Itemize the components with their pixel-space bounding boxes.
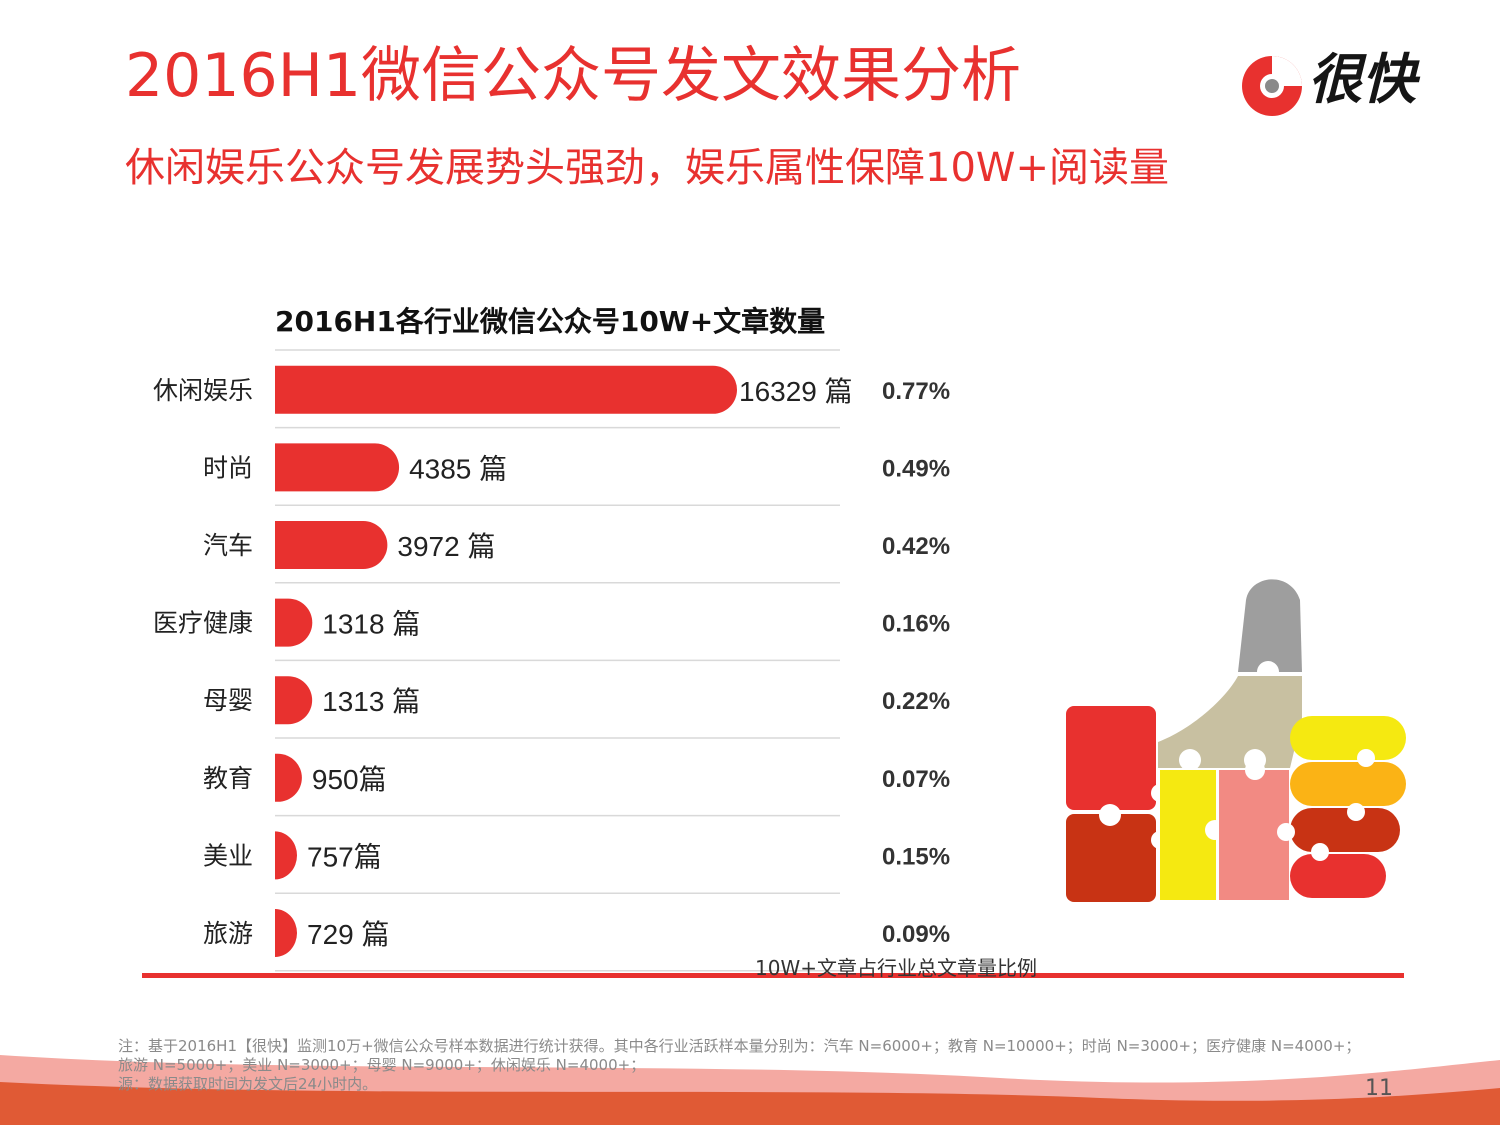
category-label: 教育 bbox=[203, 764, 253, 793]
percent-label: 0.22% bbox=[882, 688, 950, 715]
chart-baseline bbox=[142, 973, 1404, 978]
footnote-line-1: 注：基于2016H1【很快】监测10万+微信公众号样本数据进行统计获得。其中各行… bbox=[118, 1037, 1361, 1074]
footnote-line-2: 源：数据获取时间为发文后24小时内。 bbox=[118, 1075, 378, 1093]
percent-label: 0.49% bbox=[882, 455, 950, 482]
value-label: 757篇 bbox=[307, 841, 382, 872]
value-label: 16329 篇 bbox=[739, 376, 853, 407]
value-label: 4385 篇 bbox=[409, 453, 507, 484]
bar-7 bbox=[275, 909, 297, 957]
percent-label: 0.15% bbox=[882, 843, 950, 870]
percent-label: 0.42% bbox=[882, 533, 950, 560]
percent-label: 0.16% bbox=[882, 611, 950, 638]
value-label: 1313 篇 bbox=[322, 686, 420, 717]
bar-0 bbox=[275, 365, 737, 414]
page-number: 11 bbox=[1365, 1076, 1393, 1101]
thumbs-up-puzzle-icon bbox=[1066, 579, 1406, 902]
percent-label: 0.09% bbox=[882, 921, 950, 948]
category-label: 母婴 bbox=[203, 686, 253, 715]
value-label: 1318 篇 bbox=[322, 609, 420, 640]
category-label: 休闲娱乐 bbox=[153, 376, 253, 405]
chart-title: 2016H1各行业微信公众号10W+文章数量 bbox=[275, 305, 826, 338]
bar-2 bbox=[275, 521, 388, 569]
page-subtitle: 休闲娱乐公众号发展势头强劲，娱乐属性保障10W+阅读量 bbox=[125, 145, 1169, 191]
bar-6 bbox=[275, 831, 297, 880]
value-label: 950篇 bbox=[312, 764, 387, 795]
category-label: 旅游 bbox=[203, 919, 253, 948]
category-label: 汽车 bbox=[203, 531, 253, 560]
footer-waves bbox=[0, 1055, 1500, 1125]
page-title: 2016H1微信公众号发文效果分析 bbox=[125, 41, 1021, 111]
category-label: 医疗健康 bbox=[153, 609, 253, 638]
logo-text: 很快 bbox=[1308, 48, 1416, 111]
bar-4 bbox=[275, 676, 313, 725]
percent-caption: 10W+文章占行业总文章量比例 bbox=[755, 956, 1037, 980]
footnote: 注：基于2016H1【很快】监测10万+微信公众号样本数据进行统计获得。其中各行… bbox=[118, 1037, 1368, 1094]
value-label: 729 篇 bbox=[307, 919, 390, 950]
percent-label: 0.07% bbox=[882, 766, 950, 793]
value-label: 3972 篇 bbox=[397, 531, 495, 562]
logo-icon bbox=[1242, 56, 1302, 116]
category-label: 美业 bbox=[203, 841, 253, 870]
category-label: 时尚 bbox=[203, 453, 253, 482]
bar-5 bbox=[275, 753, 302, 802]
bar-3 bbox=[275, 598, 313, 647]
percent-label: 0.77% bbox=[882, 378, 950, 405]
bar-1 bbox=[275, 443, 400, 492]
